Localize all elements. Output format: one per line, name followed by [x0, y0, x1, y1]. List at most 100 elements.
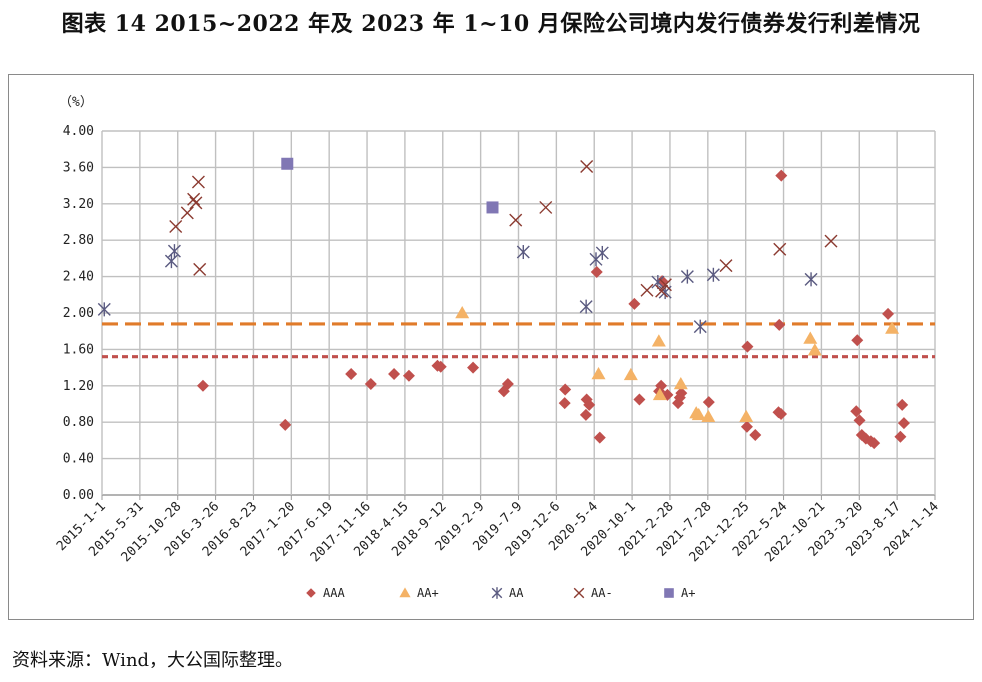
chart-frame: 0.00 0.40 0.80 1.20 1.60 2.00 2.40 2.80 3.20 3.60… [8, 74, 974, 620]
y-tick-label: 1.60 [63, 342, 94, 357]
data-point [773, 242, 787, 256]
y-tick-label: 1.20 [63, 379, 94, 394]
data-point [896, 398, 909, 411]
data-point [640, 283, 654, 297]
data-point [593, 431, 606, 444]
data-point [501, 377, 514, 390]
legend-label: AA [509, 586, 524, 600]
data-points [97, 157, 910, 450]
grid-lines [101, 130, 936, 500]
data-point [623, 367, 638, 381]
data-point [455, 306, 470, 319]
data-point [169, 220, 183, 234]
data-point [583, 398, 596, 411]
data-point [894, 430, 907, 443]
data-point [749, 428, 762, 441]
data-point [590, 266, 603, 279]
y-tick-label: 0.00 [63, 488, 94, 503]
data-point [579, 408, 592, 421]
data-point [853, 414, 866, 427]
data-point [579, 299, 593, 314]
data-point [851, 334, 864, 347]
data-point [673, 376, 688, 390]
series-aaa [196, 169, 910, 450]
data-point [652, 387, 667, 401]
data-point [595, 245, 609, 260]
data-point [486, 201, 499, 214]
legend-marker [573, 587, 585, 599]
chart-title: 图表 14 2015~2022 年及 2023 年 1~10 月保险公司境内发行… [61, 11, 921, 37]
scatter-chart: 0.00 0.40 0.80 1.20 1.60 2.00 2.40 2.80 3.20 3.60… [54, 95, 942, 600]
y-tick-label: 0.40 [63, 452, 94, 467]
data-point [364, 377, 377, 390]
data-point [628, 297, 641, 310]
data-point [680, 269, 694, 284]
y-axis-ticks: 0.00 0.40 0.80 1.20 1.60 2.00 2.40 2.80 3.20 3.60… [63, 124, 94, 503]
data-point [509, 213, 523, 227]
data-point [180, 206, 194, 220]
legend-marker [491, 587, 503, 599]
legend-marker [306, 588, 316, 598]
y-tick-label: 3.60 [63, 160, 94, 175]
data-point [279, 418, 292, 431]
data-point [580, 159, 594, 173]
data-point [164, 254, 178, 269]
data-point [345, 367, 358, 380]
legend-marker [664, 588, 674, 598]
data-point [693, 319, 707, 334]
legend-label: AAA [323, 586, 345, 600]
series-a-minusplus [281, 157, 499, 214]
data-point [775, 408, 788, 421]
source-note: 资料来源：Wind，大公国际整理。 [12, 650, 294, 671]
data-point [807, 343, 822, 356]
data-point [388, 367, 401, 380]
y-tick-label: 0.80 [63, 415, 94, 430]
series-aa [97, 244, 818, 334]
data-point [803, 331, 818, 344]
data-point [591, 366, 606, 380]
data-point [655, 284, 669, 298]
data-point [773, 318, 786, 331]
y-tick-label: 3.20 [63, 197, 94, 212]
data-point [655, 379, 668, 392]
legend-label: AA+ [417, 586, 439, 600]
data-point [467, 361, 480, 374]
data-point [719, 259, 733, 273]
data-point [691, 407, 706, 421]
data-point [97, 302, 111, 317]
data-point [196, 379, 209, 392]
legend: AAA AA+ AA AA- A+ [306, 586, 695, 600]
data-point [633, 393, 646, 406]
y-tick-label: 2.00 [63, 306, 94, 321]
data-point [740, 420, 753, 433]
data-point [702, 396, 715, 409]
data-point [824, 234, 838, 248]
data-point [706, 267, 720, 282]
data-point [897, 417, 910, 430]
data-point [558, 397, 571, 410]
data-point [189, 196, 203, 210]
data-point [741, 340, 754, 353]
data-point [885, 321, 900, 334]
data-point [701, 409, 716, 422]
y-tick-label: 2.80 [63, 233, 94, 248]
reference-lines [102, 322, 935, 359]
data-point [804, 272, 818, 287]
data-point [868, 437, 881, 450]
data-point [516, 245, 530, 260]
data-point [193, 262, 207, 276]
data-point [187, 192, 201, 206]
data-point [402, 369, 415, 382]
y-tick-label: 4.00 [63, 124, 94, 139]
data-point [658, 278, 672, 292]
data-point [739, 409, 754, 422]
legend-label: A+ [681, 586, 695, 600]
data-point [882, 307, 895, 320]
x-axis-ticks: 2015-1-12015-5-312015-10-282016-3-262016… [54, 499, 942, 565]
data-point [559, 383, 572, 396]
data-point [539, 200, 553, 214]
series-aa-minusplus [455, 306, 900, 422]
data-point [850, 405, 863, 418]
data-point [651, 334, 666, 347]
data-point [281, 157, 294, 170]
